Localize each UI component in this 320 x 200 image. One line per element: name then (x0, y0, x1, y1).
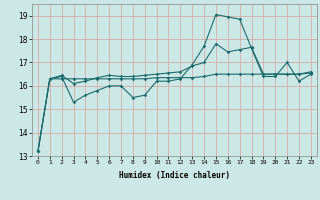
X-axis label: Humidex (Indice chaleur): Humidex (Indice chaleur) (119, 171, 230, 180)
